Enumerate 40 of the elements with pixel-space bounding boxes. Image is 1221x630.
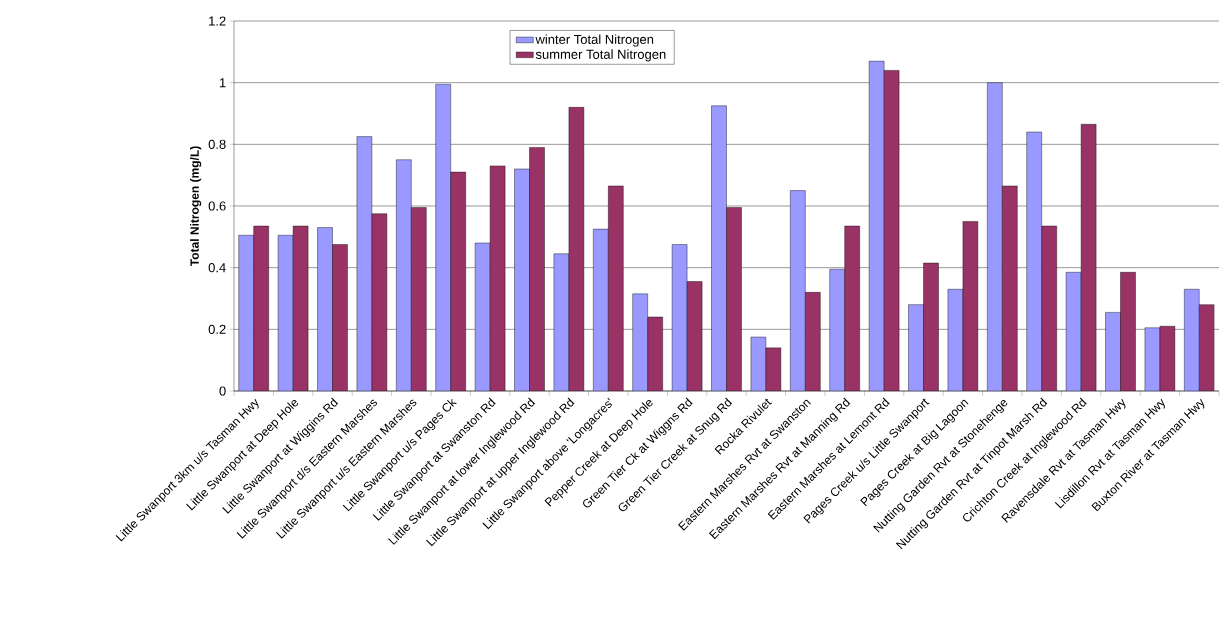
bar [1041,225,1057,391]
legend-label: winter Total Nitrogen [535,34,654,47]
y-tick-label: 1 [219,78,226,88]
y-tick-label: 1.2 [209,16,226,26]
bar [593,228,609,391]
bar [1105,312,1121,391]
bar [711,105,727,391]
bar [396,159,412,391]
y-tick-label: 0.6 [208,201,226,211]
y-axis-title: Total Nitrogen (mg/L) [190,146,202,267]
bar [1199,304,1215,391]
bar [632,293,648,391]
bar [608,185,624,391]
bar [1120,272,1136,391]
bar [647,316,663,391]
bar [844,225,860,391]
bar [790,190,806,391]
legend-label: summer Total Nitrogen [535,49,666,62]
bar [829,269,845,391]
bar [1002,185,1018,391]
bar [514,168,530,391]
bar [435,84,451,391]
bar [1184,289,1200,391]
bar [317,227,333,391]
bar [450,171,466,391]
y-tick-label: 0.8 [208,139,226,149]
y-tick-label: 0.2 [208,324,226,334]
bar [1026,131,1042,391]
bar [987,82,1003,391]
bar [411,207,427,391]
bar [805,292,821,391]
bar [726,207,742,391]
bar [332,244,348,391]
bar [908,304,924,391]
bar [253,225,269,391]
y-tick-label: 0.4 [208,263,226,273]
bar [238,235,254,391]
bar [923,262,939,391]
y-tick-label: 0 [219,386,226,396]
bar [529,147,545,391]
